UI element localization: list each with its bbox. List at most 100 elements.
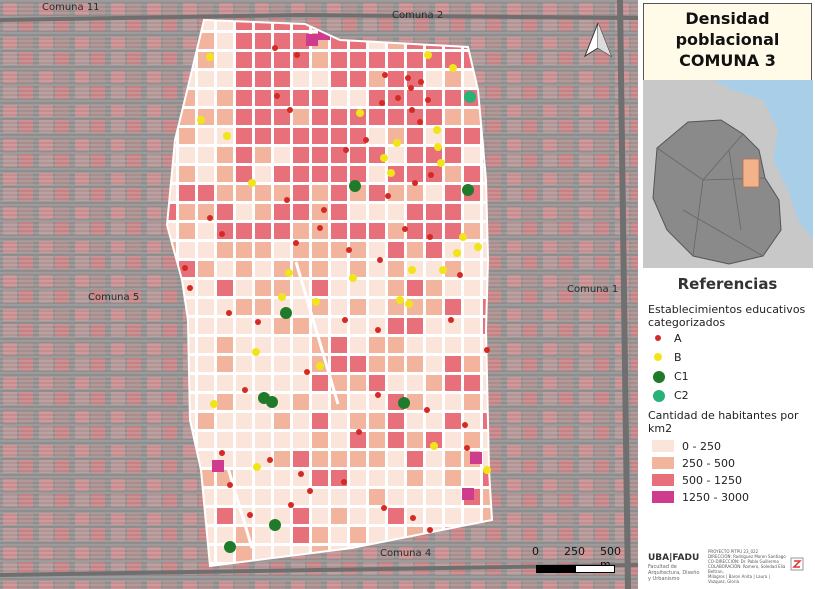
city-block xyxy=(350,527,366,543)
city-block xyxy=(331,204,347,220)
city-block xyxy=(407,147,423,163)
scale-segment-1 xyxy=(536,565,576,573)
city-block xyxy=(350,223,366,239)
north-arrow-icon xyxy=(583,22,613,58)
city-block xyxy=(217,147,233,163)
city-block xyxy=(388,242,404,258)
density-map[interactable]: Comuna 11 Comuna 2 Comuna 5 Comuna 1 Com… xyxy=(0,0,638,589)
city-block xyxy=(255,337,271,353)
school-marker-b xyxy=(405,300,413,308)
school-marker-a xyxy=(356,429,362,435)
city-block xyxy=(407,413,423,429)
city-block xyxy=(179,223,195,239)
city-block xyxy=(236,299,252,315)
label-comuna-1: Comuna 1 xyxy=(567,284,619,295)
school-marker-a xyxy=(457,272,463,278)
city-block xyxy=(369,470,385,486)
city-block xyxy=(236,109,252,125)
dot-icon xyxy=(654,353,662,361)
city-block xyxy=(255,147,271,163)
city-block xyxy=(445,204,461,220)
city-block xyxy=(217,90,233,106)
school-marker-b xyxy=(248,179,256,187)
city-block xyxy=(350,52,366,68)
city-block xyxy=(293,20,309,30)
city-block xyxy=(274,337,290,353)
school-marker-a xyxy=(288,502,294,508)
label-comuna-11: Comuna 11 xyxy=(42,2,100,13)
title-line-3: COMUNA 3 xyxy=(679,51,776,70)
city-block xyxy=(369,508,385,524)
city-block xyxy=(350,375,366,391)
city-block xyxy=(198,394,214,410)
project-logo-icon xyxy=(790,557,804,571)
school-marker-a xyxy=(272,45,278,51)
city-block xyxy=(274,451,290,467)
city-block xyxy=(236,166,252,182)
dot-icon xyxy=(655,335,661,341)
city-block xyxy=(369,356,385,372)
school-marker-a xyxy=(321,207,327,213)
city-block xyxy=(388,185,404,201)
city-block xyxy=(369,261,385,277)
city-block xyxy=(350,394,366,410)
city-block xyxy=(179,185,195,201)
legend-item-c1: C1 xyxy=(640,367,815,386)
city-block xyxy=(407,223,423,239)
city-block xyxy=(236,90,252,106)
city-block xyxy=(274,128,290,144)
city-block xyxy=(426,356,442,372)
city-block xyxy=(312,109,328,125)
school-marker-b xyxy=(434,143,442,151)
city-block xyxy=(217,52,233,68)
city-block xyxy=(445,52,461,68)
city-block xyxy=(198,337,214,353)
legend-density-4: 1250 - 3000 xyxy=(640,489,815,506)
city-block xyxy=(426,318,442,334)
city-block xyxy=(293,128,309,144)
school-marker-a xyxy=(402,226,408,232)
scale-label-500: 500 m xyxy=(600,545,621,571)
school-marker-a xyxy=(424,407,430,413)
school-marker-a xyxy=(341,479,347,485)
city-block xyxy=(369,280,385,296)
city-block xyxy=(445,508,461,524)
city-block xyxy=(350,451,366,467)
city-block xyxy=(445,470,461,486)
city-block xyxy=(407,394,423,410)
school-marker-c1 xyxy=(349,180,361,192)
credit-line: CO-DIRECCIÓN: Dr. Pablo Guillermo xyxy=(708,559,779,564)
credit-lines: PROYECTO PITPU 23_022 DIRECCIÓN: Rodrígu… xyxy=(708,549,788,584)
dot-icon xyxy=(653,371,665,383)
city-block xyxy=(312,508,328,524)
school-marker-a xyxy=(462,422,468,428)
legend-item-a: A xyxy=(640,329,815,348)
city-block xyxy=(407,185,423,201)
city-block xyxy=(293,299,309,315)
city-block xyxy=(312,52,328,68)
credit-line: DIRECCIÓN: Rodríguez Moron Santiago xyxy=(708,554,786,559)
city-block xyxy=(464,508,480,524)
legend-item-c2: C2 xyxy=(640,386,815,405)
scale-label-0: 0 xyxy=(532,545,539,558)
school-marker-a xyxy=(410,515,416,521)
city-block xyxy=(293,147,309,163)
school-marker-b xyxy=(408,266,416,274)
school-marker-a xyxy=(247,512,253,518)
label-comuna-5: Comuna 5 xyxy=(88,292,140,303)
city-block xyxy=(274,52,290,68)
city-block xyxy=(407,337,423,353)
city-block xyxy=(350,337,366,353)
legend-density-label-2: 250 - 500 xyxy=(682,457,735,470)
city-block xyxy=(445,90,461,106)
city-block xyxy=(350,90,366,106)
school-marker-a xyxy=(408,85,414,91)
city-block xyxy=(426,394,442,410)
city-block xyxy=(198,413,214,429)
city-block xyxy=(464,109,480,125)
school-marker-c1 xyxy=(224,541,236,553)
city-block xyxy=(217,527,233,543)
city-block xyxy=(293,242,309,258)
city-block xyxy=(274,356,290,372)
city-block xyxy=(426,508,442,524)
